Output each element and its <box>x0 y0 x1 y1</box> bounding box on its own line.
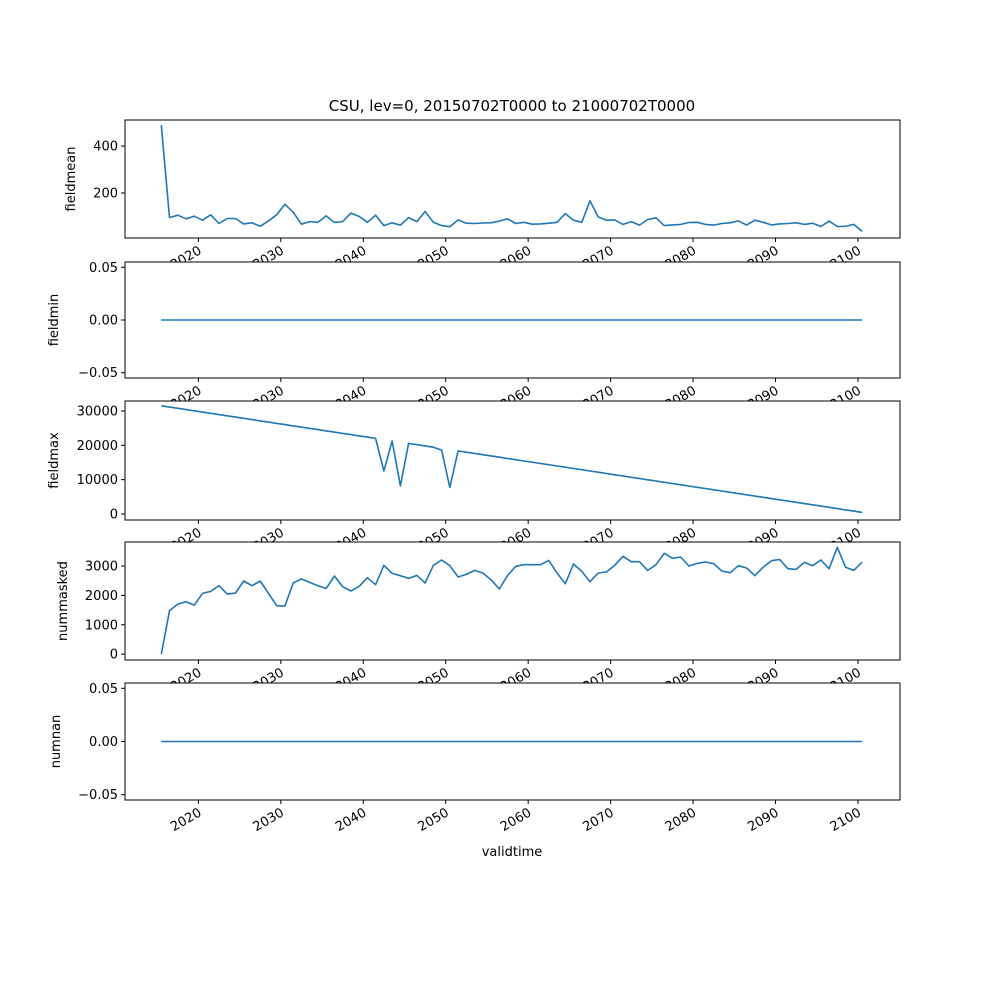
y-axis-label: fieldmin <box>47 294 62 347</box>
y-tick-label: −0.05 <box>78 366 118 381</box>
y-tick-label: 0 <box>110 507 118 522</box>
y-tick-label: 0.00 <box>89 735 118 750</box>
y-tick-label: 30000 <box>77 404 118 419</box>
plot-area <box>125 401 900 520</box>
fieldmax-series-line <box>161 405 863 514</box>
axes-frame <box>124 119 901 239</box>
x-axis-label: validtime <box>482 845 543 860</box>
y-axis-label: nummasked <box>56 561 71 641</box>
y-axis-label: fieldmean <box>64 147 79 212</box>
y-tick-label: 2000 <box>85 589 118 604</box>
fieldmean-series-line <box>160 125 863 233</box>
y-tick-label: 200 <box>93 186 118 201</box>
y-tick-label: 20000 <box>77 439 118 454</box>
y-tick-label: 10000 <box>77 473 118 488</box>
y-tick-label: 0.05 <box>89 261 118 276</box>
axes-frame <box>124 541 901 661</box>
chart-title: CSU, lev=0, 20150702T0000 to 21000702T00… <box>329 97 695 115</box>
y-tick-label: 1000 <box>85 618 118 633</box>
y-tick-label: 0.05 <box>89 682 118 697</box>
plot-area <box>125 542 900 660</box>
nummasked-series-line <box>160 546 863 655</box>
y-tick-label: 0 <box>110 648 118 663</box>
axes-frame <box>124 400 901 521</box>
y-axis-label: numnan <box>49 715 64 769</box>
y-tick-label: 400 <box>93 140 118 155</box>
y-tick-label: −0.05 <box>78 788 118 803</box>
y-tick-label: 0.00 <box>89 314 118 329</box>
plot-area <box>125 120 900 238</box>
y-axis-label: fieldmax <box>47 432 62 489</box>
y-tick-label: 3000 <box>85 560 118 575</box>
